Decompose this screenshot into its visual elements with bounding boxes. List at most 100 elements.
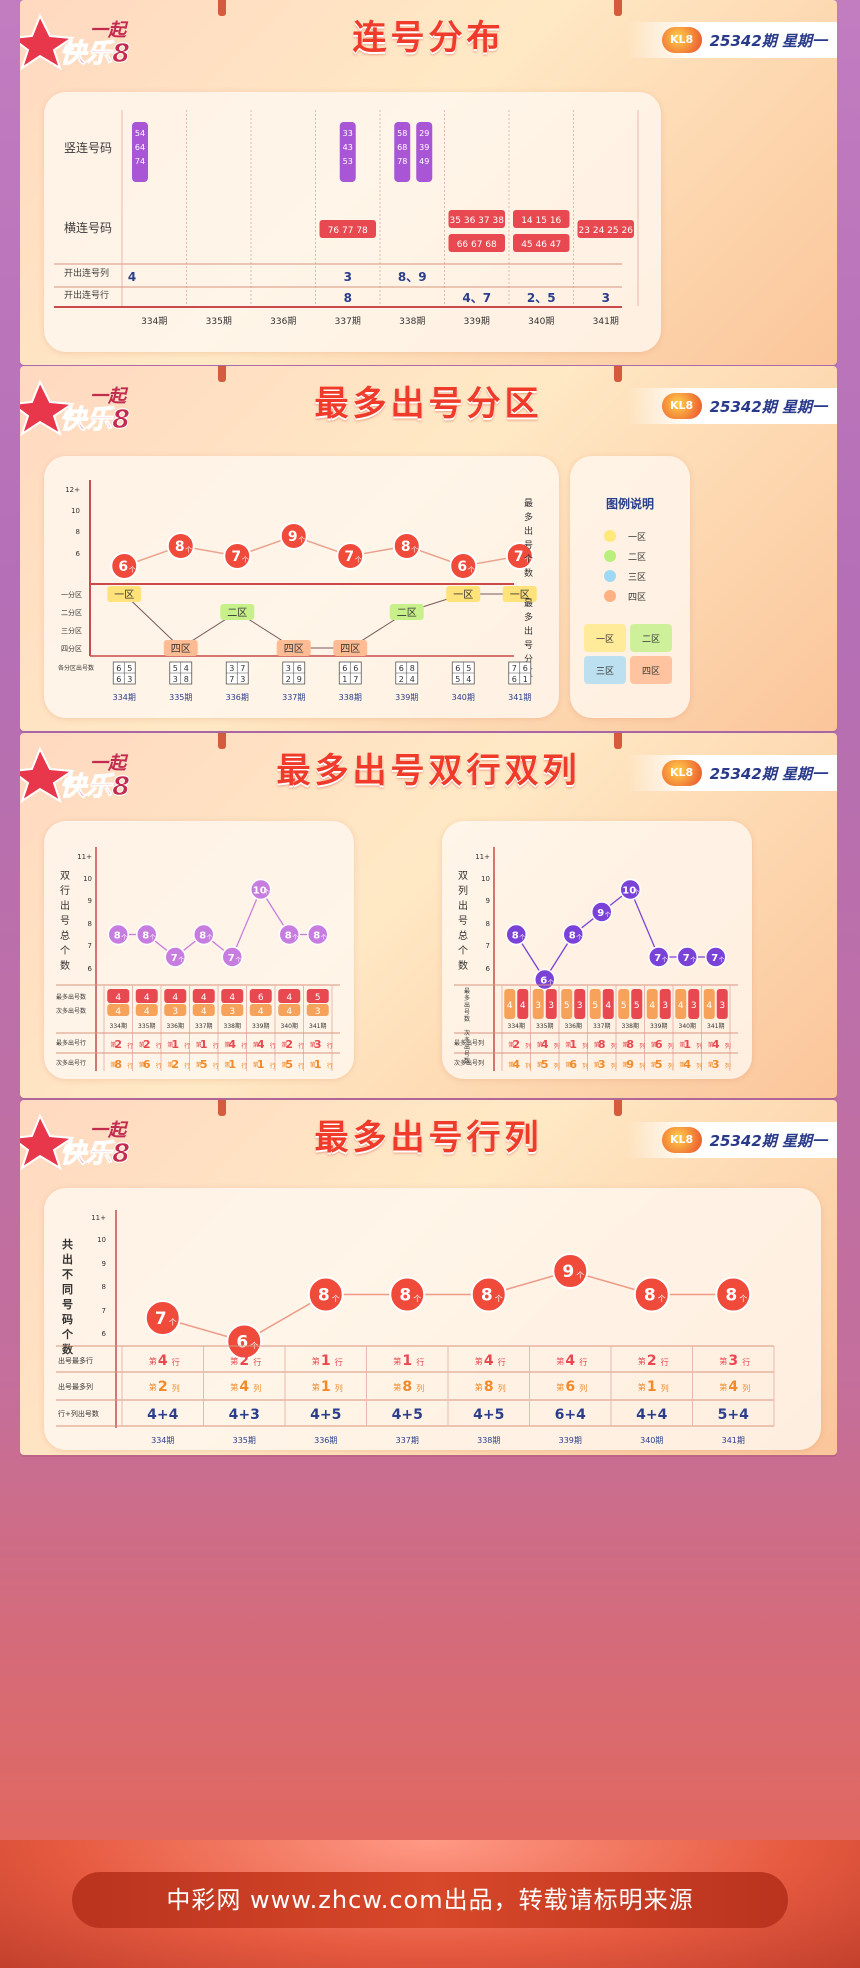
next-cell: 第3 列: [708, 1058, 731, 1071]
issue-label: 339期: [464, 316, 490, 327]
svg-text:行: 行: [498, 1357, 506, 1367]
svg-text:列: 列: [554, 1042, 560, 1050]
svg-text:第: 第: [638, 1356, 646, 1366]
y-label-char: 总: [458, 929, 468, 942]
count-tag: 4 4 337期: [192, 989, 215, 1030]
horizontal-consecutive: 14 15 16: [513, 210, 570, 228]
svg-text:第: 第: [196, 1041, 202, 1049]
zone-line: [123, 593, 520, 649]
svg-text:8: 8: [114, 1058, 122, 1071]
row-label-char: 数: [464, 1015, 470, 1023]
svg-text:二区: 二区: [628, 552, 646, 563]
svg-text:列: 列: [639, 1042, 645, 1050]
y-tick: 10: [97, 1236, 106, 1244]
svg-text:2: 2: [114, 1038, 122, 1051]
issue-badge: KL8 25342期 星期一: [627, 388, 837, 424]
zone-card: 12+ 10 8 6 6 个 8 个 7 个 9 个 7 个 8 个 6 个 7 个一分区 二分区 三分区 四分区 一区 四区二…: [44, 456, 559, 718]
svg-text:4: 4: [565, 1353, 575, 1369]
most-cell: 第8 列: [622, 1038, 645, 1051]
svg-text:1: 1: [321, 1379, 331, 1395]
svg-text:第: 第: [537, 1061, 543, 1069]
svg-text:334期: 334期: [508, 1022, 525, 1030]
svg-text:3: 3: [712, 1058, 720, 1071]
col-value: 4: [128, 270, 136, 284]
svg-text:第: 第: [475, 1382, 483, 1392]
svg-text:列: 列: [668, 1042, 674, 1050]
svg-text:8: 8: [725, 1286, 737, 1306]
svg-text:行: 行: [253, 1357, 261, 1367]
right-label-char: 分: [524, 654, 533, 665]
right-label-char: 多: [524, 511, 533, 523]
svg-text:行: 行: [298, 1062, 304, 1070]
y-tick: 11+: [475, 853, 490, 861]
svg-text:7: 7: [683, 953, 690, 964]
zone-axis-label: 一分区: [61, 590, 82, 599]
svg-text:行: 行: [156, 1062, 162, 1070]
svg-text:2: 2: [239, 1353, 249, 1369]
legend-swatch: 一区: [584, 624, 626, 652]
svg-text:个: 个: [719, 957, 725, 964]
svg-text:4: 4: [257, 1038, 265, 1051]
count-tag: 4 3 340期: [675, 989, 700, 1030]
svg-text:4: 4: [201, 993, 207, 1003]
svg-text:行: 行: [579, 1357, 587, 1367]
svg-text:8: 8: [199, 931, 206, 942]
zone-axis-label: 二分区: [61, 608, 82, 617]
zone-count-grid: 6 82 4 339期: [395, 661, 418, 702]
row-label-char: 多: [464, 994, 470, 1002]
next-cell: 第6 行: [139, 1058, 162, 1071]
svg-text:4: 4: [115, 993, 121, 1003]
y-tick: 7: [102, 1307, 106, 1315]
y-label-char: 数: [458, 959, 468, 972]
y-label-char: 出: [62, 1252, 73, 1266]
svg-text:8: 8: [313, 931, 320, 942]
svg-text:1: 1: [171, 1038, 179, 1051]
svg-text:68: 68: [397, 143, 407, 152]
svg-text:6: 6: [457, 559, 467, 575]
svg-text:第: 第: [312, 1382, 320, 1392]
row-label: 开出连号行: [64, 289, 109, 301]
svg-text:列: 列: [172, 1383, 180, 1393]
right-label-char: 号: [524, 640, 533, 651]
svg-text:6: 6: [569, 1058, 577, 1071]
svg-text:4: 4: [144, 1007, 150, 1017]
svg-text:338期: 338期: [339, 693, 362, 702]
zone-point: 四区: [163, 640, 198, 656]
svg-text:5: 5: [634, 1001, 640, 1011]
series-point: 10个: [250, 878, 272, 901]
issue-label: 336期: [270, 316, 296, 327]
svg-text:6: 6: [118, 559, 128, 575]
svg-text:340期: 340期: [281, 1022, 298, 1030]
svg-text:8: 8: [481, 1286, 493, 1306]
horizontal-consecutive: 66 67 68: [448, 234, 505, 252]
svg-text:第: 第: [110, 1041, 116, 1049]
svg-text:四区: 四区: [340, 643, 360, 655]
svg-text:9: 9: [626, 1058, 634, 1071]
svg-text:6: 6: [116, 664, 121, 673]
svg-text:7: 7: [344, 549, 354, 565]
svg-text:74: 74: [135, 157, 145, 166]
vertical-consecutive: 33 43 53: [339, 122, 356, 182]
y-label-char: 号: [458, 915, 468, 927]
row-value: 8: [344, 291, 352, 305]
svg-text:1: 1: [569, 1038, 577, 1051]
svg-text:个: 个: [169, 1318, 177, 1327]
svg-text:4: 4: [258, 1007, 264, 1017]
most-cell: 第4 行: [253, 1038, 276, 1051]
hanger-left: [218, 366, 226, 382]
svg-text:3: 3: [240, 675, 245, 684]
svg-text:4: 4: [158, 1353, 168, 1369]
right-label-char: 最: [524, 598, 533, 609]
svg-text:列: 列: [579, 1383, 587, 1393]
